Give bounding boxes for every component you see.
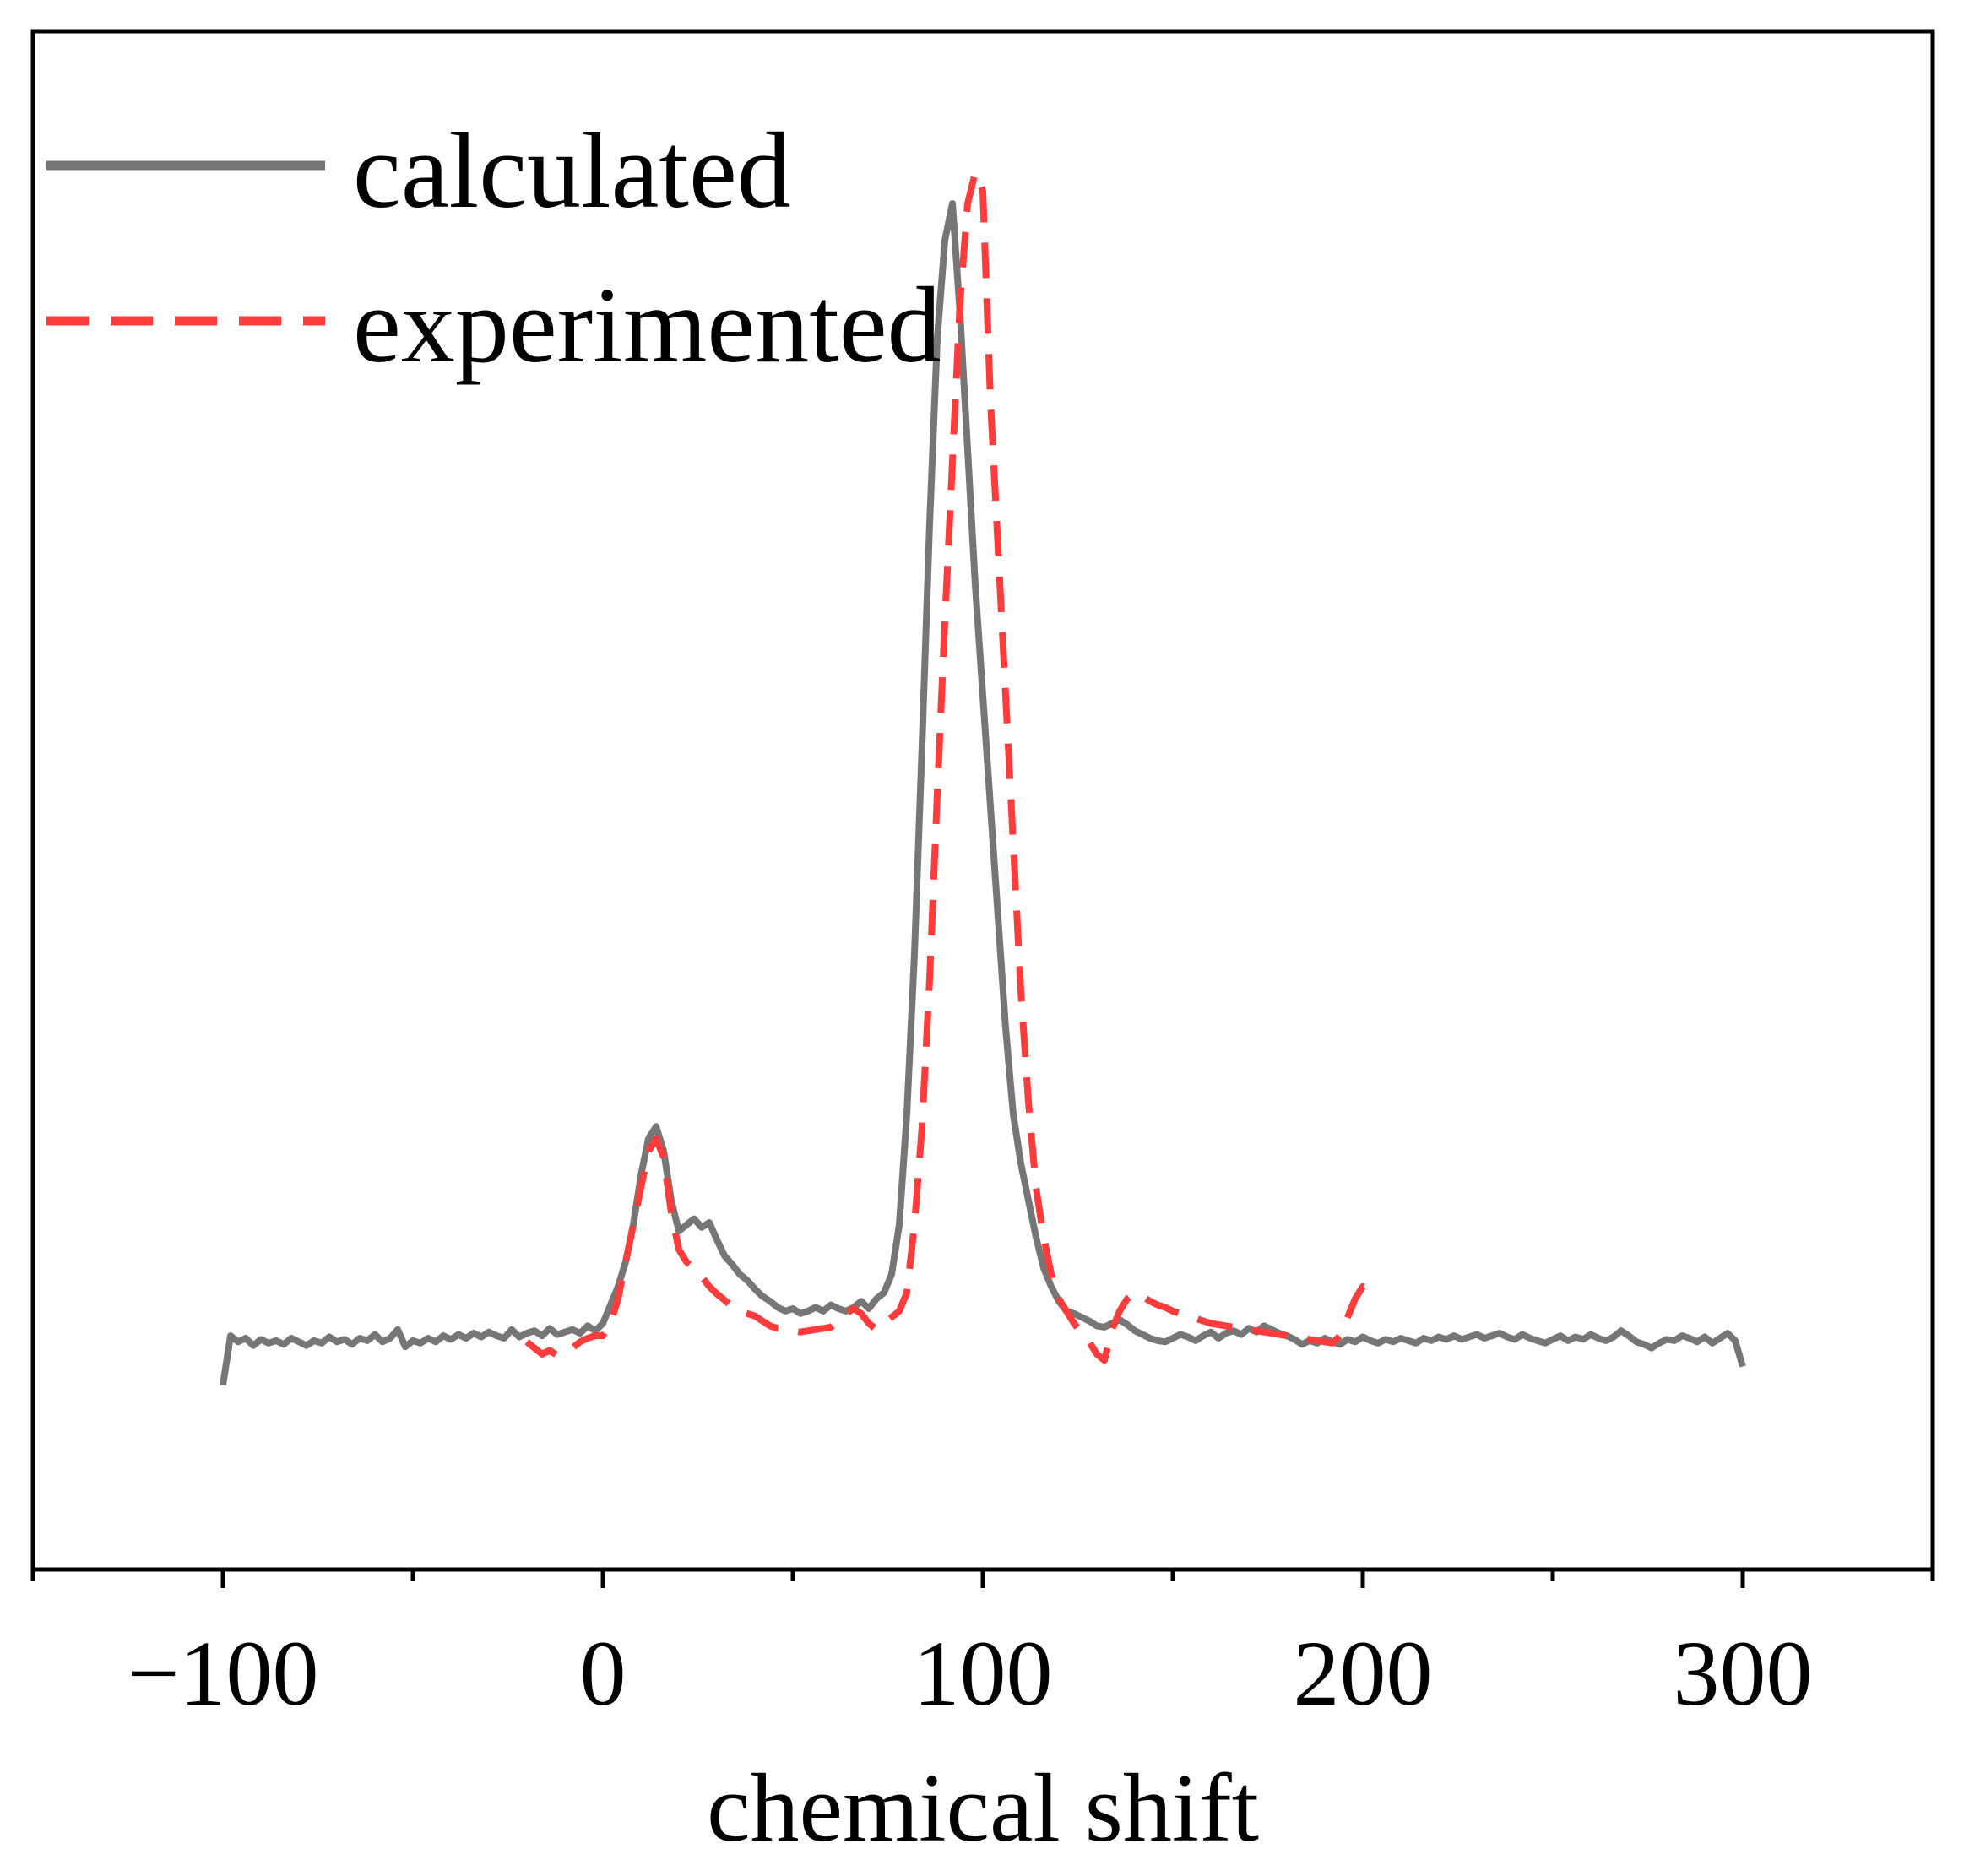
x-axis-label: chemical shift bbox=[707, 1754, 1259, 1862]
legend-label-calculated: calculated bbox=[353, 111, 791, 230]
x-tick-label: 200 bbox=[1294, 1622, 1433, 1725]
x-tick-label: −100 bbox=[127, 1622, 318, 1725]
series-line-experimented bbox=[524, 169, 1381, 1364]
series-line-calculated bbox=[220, 200, 1746, 1386]
x-tick-label: 300 bbox=[1674, 1622, 1813, 1725]
x-tick-label: 100 bbox=[914, 1622, 1053, 1725]
legend: calculated experimented bbox=[46, 111, 941, 385]
legend-label-experimented: experimented bbox=[353, 265, 941, 385]
x-tick-label: 0 bbox=[580, 1622, 627, 1725]
series-layer bbox=[220, 169, 1746, 1386]
x-axis: −100 0 100 200 300 bbox=[30, 1570, 1935, 1725]
